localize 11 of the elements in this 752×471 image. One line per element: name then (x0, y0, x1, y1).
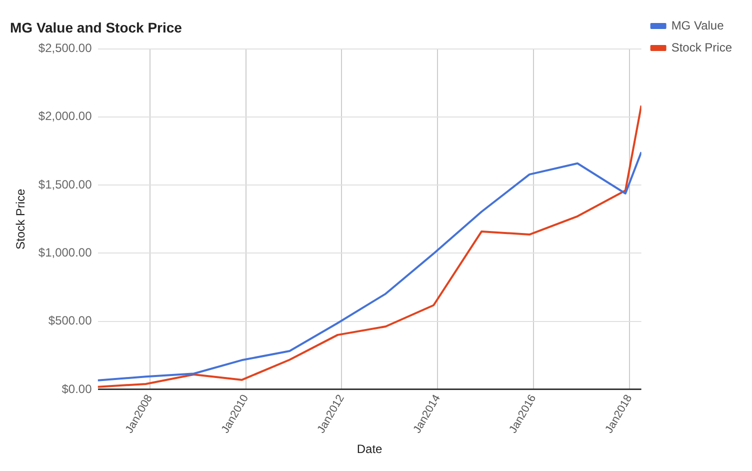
y-axis-title: Stock Price (14, 188, 28, 250)
x-axis-title: Date (356, 442, 383, 456)
y-tick-label: $0.00 (62, 382, 92, 396)
y-tick-label: $1,000.00 (38, 246, 92, 260)
y-tick-label: $2,500.00 (38, 41, 92, 56)
y-tick-label: $2,000.00 (38, 109, 92, 124)
legend-label: Stock Price (671, 40, 732, 54)
legend-label: MG Value (671, 18, 724, 32)
chart-title: MG Value and Stock Price (10, 19, 182, 36)
y-tick-label: $500.00 (48, 314, 92, 328)
y-tick-label: $1,500.00 (38, 177, 92, 192)
